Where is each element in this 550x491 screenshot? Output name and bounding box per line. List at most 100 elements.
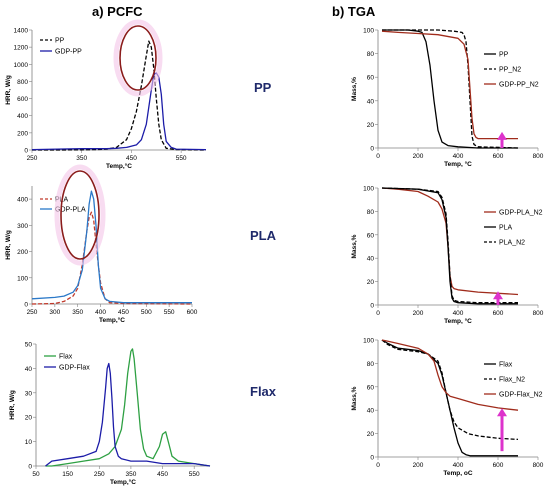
y-tick-label: 40 — [367, 408, 375, 415]
y-axis-label: HRR, W/g — [5, 230, 12, 260]
x-axis-label: Temp,°C — [110, 478, 136, 486]
x-tick-label: 600 — [187, 309, 198, 316]
series-line-flax — [45, 348, 211, 467]
x-tick-label: 350 — [72, 309, 83, 316]
x-tick-label: 0 — [376, 310, 380, 317]
y-tick-label: 40 — [367, 98, 375, 105]
residue-arrow-head — [493, 291, 503, 300]
x-tick-label: 50 — [32, 471, 40, 478]
x-axis-label: Temp, °C — [444, 317, 472, 325]
x-tick-label: 450 — [118, 309, 129, 316]
legend-label: GDP-Flax — [59, 365, 90, 372]
y-axis-label: Mass,% — [351, 234, 358, 258]
y-tick-label: 50 — [25, 342, 33, 349]
legend-label: Flax — [499, 362, 513, 369]
y-tick-label: 0 — [370, 303, 374, 310]
x-tick-label: 800 — [533, 153, 544, 160]
y-tick-label: 1200 — [14, 45, 29, 52]
y-tick-label: 0 — [24, 302, 28, 309]
row-label-pp: PP — [254, 80, 272, 95]
legend: PP PP_N2 GDP-PP_N2 — [484, 52, 539, 89]
y-tick-label: 60 — [367, 232, 375, 239]
y-axis-label: HRR, W/g — [5, 75, 12, 105]
y-tick-label: 40 — [367, 256, 375, 263]
series-line-pla — [381, 187, 518, 305]
legend-label: PP — [55, 38, 65, 45]
x-tick-label: 0 — [376, 153, 380, 160]
legend-label: GDP-PP_N2 — [499, 82, 539, 89]
x-tick-label: 600 — [493, 462, 504, 469]
y-tick-label: 0 — [370, 146, 374, 153]
highlight-ellipse — [60, 170, 100, 260]
x-tick-label: 550 — [189, 471, 200, 478]
x-tick-label: 400 — [453, 153, 464, 160]
y-tick-label: 80 — [367, 361, 375, 368]
chart-tga-pp: 0 20 40 60 80 100 0 200 400 600 800 Temp, °C Mass,% P… — [351, 28, 544, 169]
legend-label: PP — [499, 52, 509, 59]
legend-label: Flax — [59, 354, 73, 361]
series-line-gdp-flax-n2 — [381, 339, 519, 411]
x-tick-label: 250 — [27, 309, 38, 316]
x-axis-label: Temp,°C — [106, 162, 132, 170]
highlight-ellipse — [119, 25, 157, 91]
x-axis-label: Temp,°C — [99, 316, 125, 324]
x-tick-label: 450 — [126, 155, 137, 162]
y-tick-label: 0 — [28, 464, 32, 471]
pcfc-section-title: a) PCFC — [92, 4, 143, 19]
y-tick-label: 20 — [367, 279, 375, 286]
chart-pcfc-pp: 0 200 400 600 800 1000 1200 1400 250 350 450 550 Tem… — [5, 19, 207, 170]
y-tick-label: 300 — [17, 223, 28, 230]
series-line-pp — [32, 40, 207, 151]
legend: Flax Flax_N2 GDP-Flax_N2 — [484, 362, 543, 399]
legend: Flax GDP-Flax — [44, 354, 90, 372]
x-tick-label: 250 — [27, 155, 38, 162]
x-tick-label: 350 — [125, 471, 136, 478]
series-line-flax — [381, 339, 518, 457]
x-tick-label: 400 — [453, 462, 464, 469]
x-tick-label: 550 — [176, 155, 187, 162]
x-tick-label: 400 — [95, 309, 106, 316]
y-tick-label: 30 — [25, 390, 33, 397]
y-tick-label: 800 — [17, 79, 28, 86]
highlight-ellipse-halo — [54, 164, 106, 266]
series-line-gdp-pp-n2 — [381, 30, 518, 140]
y-tick-label: 200 — [17, 130, 28, 137]
y-tick-label: 100 — [363, 186, 374, 193]
legend-label: Flax_N2 — [499, 377, 525, 384]
chart-tga-pla: 0 20 40 60 80 100 0 200 400 600 800 Temp, °C Mass,% G… — [351, 186, 544, 326]
y-tick-label: 600 — [17, 96, 28, 103]
chart-pcfc-flax: 0 10 20 30 40 50 50 150 250 350 450 550 Temp,°C HRR, … — [9, 342, 211, 486]
x-tick-label: 550 — [164, 309, 175, 316]
series-line-pp — [382, 29, 518, 149]
x-tick-label: 350 — [76, 155, 87, 162]
chart-pcfc-pla: 0 100 200 300 400 250 300 350 400 450 500 550 600 Tem… — [5, 164, 198, 324]
x-tick-label: 0 — [376, 462, 380, 469]
y-tick-label: 0 — [24, 148, 28, 155]
y-axis-label: Mass,% — [351, 386, 358, 410]
y-tick-label: 0 — [370, 455, 374, 462]
x-tick-label: 200 — [413, 310, 424, 317]
y-tick-label: 400 — [17, 197, 28, 204]
x-tick-label: 200 — [413, 153, 424, 160]
y-tick-label: 200 — [17, 249, 28, 256]
x-tick-label: 400 — [453, 310, 464, 317]
y-tick-label: 60 — [367, 75, 375, 82]
legend-label: GDP-PP — [55, 49, 82, 56]
y-tick-label: 20 — [367, 431, 375, 438]
series-line-flax-n2 — [381, 339, 519, 441]
x-tick-label: 300 — [49, 309, 60, 316]
x-tick-label: 500 — [141, 309, 152, 316]
legend: GDP-PLA_N2 PLA PLA_N2 — [484, 210, 543, 247]
y-tick-label: 60 — [367, 384, 375, 391]
x-tick-label: 600 — [493, 153, 504, 160]
y-tick-label: 20 — [25, 415, 33, 422]
x-tick-label: 200 — [413, 462, 424, 469]
y-tick-label: 80 — [367, 51, 375, 58]
y-tick-label: 40 — [25, 366, 33, 373]
row-label-flax: Flax — [250, 384, 277, 399]
y-tick-label: 1400 — [14, 28, 29, 35]
y-tick-label: 10 — [25, 439, 33, 446]
tga-section-title: b) TGA — [332, 4, 376, 19]
legend-label: PLA — [499, 225, 513, 232]
